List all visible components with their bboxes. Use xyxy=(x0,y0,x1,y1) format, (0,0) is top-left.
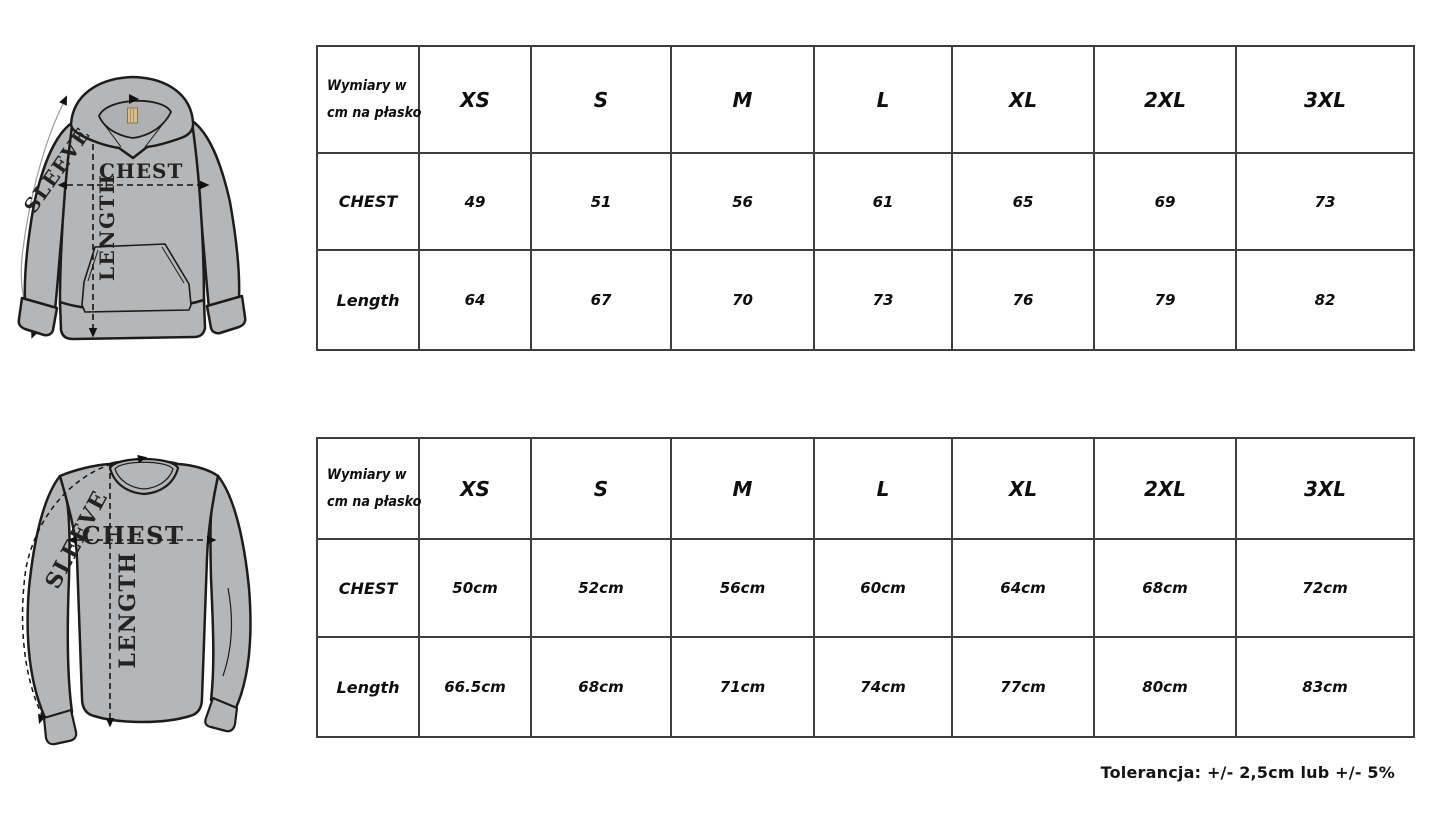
longsleeve-garment-icon xyxy=(21,454,252,746)
chest-row: CHEST 50cm 52cm 56cm 60cm 64cm 68cm 72cm xyxy=(316,538,1415,638)
length-row: Length 64 67 70 73 76 79 82 xyxy=(316,249,1415,351)
size-header-2xl: 2XL xyxy=(1093,437,1237,540)
length-value: 77cm xyxy=(951,636,1095,738)
hood-arrow-icon xyxy=(129,94,139,104)
size-header-m: M xyxy=(670,45,815,154)
chest-value: 52cm xyxy=(530,538,672,638)
hoodie-size-table: Wymiary w cm na płasko XS S M L XL 2XL 3… xyxy=(316,45,1415,351)
hoodie-figure: SLEEVE CHEST LENGTH xyxy=(5,52,265,352)
chest-value: 73 xyxy=(1235,152,1415,251)
length-value: 82 xyxy=(1235,249,1415,351)
longsleeve-chest-label: CHEST xyxy=(81,521,185,550)
size-header-3xl: 3XL xyxy=(1235,437,1415,540)
length-value: 70 xyxy=(670,249,815,351)
row-label-length: Length xyxy=(316,249,420,351)
size-header-l: L xyxy=(813,45,953,154)
size-header-xs: XS xyxy=(418,45,532,154)
tolerance-note: Tolerancja: +/- 2,5cm lub +/- 5% xyxy=(1100,763,1395,782)
length-value: 64 xyxy=(418,249,532,351)
hood-tag-icon xyxy=(127,107,138,124)
chest-value: 50cm xyxy=(418,538,532,638)
longsleeve-length-label: LENGTH xyxy=(115,551,141,669)
length-row: Length 66.5cm 68cm 71cm 74cm 77cm 80cm 8… xyxy=(316,636,1415,738)
chest-row: CHEST 49 51 56 61 65 69 73 xyxy=(316,152,1415,251)
size-header-3xl: 3XL xyxy=(1235,45,1415,154)
chest-value: 56cm xyxy=(670,538,815,638)
size-header-s: S xyxy=(530,437,672,540)
table-header-row: Wymiary w cm na płasko XS S M L XL 2XL 3… xyxy=(316,45,1415,154)
hoodie-length-label: LENGTH xyxy=(95,173,119,281)
length-value: 67 xyxy=(530,249,672,351)
chest-value: 51 xyxy=(530,152,672,251)
chest-value: 61 xyxy=(813,152,953,251)
size-header-2xl: 2XL xyxy=(1093,45,1237,154)
size-header-xl: XL xyxy=(951,437,1095,540)
length-value: 76 xyxy=(951,249,1095,351)
length-value: 73 xyxy=(813,249,953,351)
chest-value: 49 xyxy=(418,152,532,251)
length-value: 79 xyxy=(1093,249,1237,351)
chest-value: 69 xyxy=(1093,152,1237,251)
length-value: 68cm xyxy=(530,636,672,738)
corner-header-cell: Wymiary w cm na płasko xyxy=(316,45,421,154)
size-header-l: L xyxy=(813,437,953,540)
length-value: 74cm xyxy=(813,636,953,738)
size-header-xs: XS xyxy=(418,437,532,540)
row-label-chest: CHEST xyxy=(316,152,420,251)
size-header-xl: XL xyxy=(951,45,1095,154)
chest-value: 60cm xyxy=(813,538,953,638)
corner-header-cell: Wymiary w cm na płasko xyxy=(316,437,421,540)
longsleeve-size-table: Wymiary w cm na płasko XS S M L XL 2XL 3… xyxy=(316,437,1415,738)
hoodie-garment-icon xyxy=(17,75,247,341)
length-value: 83cm xyxy=(1235,636,1415,738)
chest-value: 72cm xyxy=(1235,538,1415,638)
row-label-length: Length xyxy=(316,636,420,738)
hoodie-chest-label: CHEST xyxy=(99,159,184,183)
longsleeve-figure: SLEEVE CHEST LENGTH xyxy=(14,438,274,768)
table-header-row: Wymiary w cm na płasko XS S M L XL 2XL 3… xyxy=(316,437,1415,540)
size-header-m: M xyxy=(670,437,815,540)
chest-value: 56 xyxy=(670,152,815,251)
chest-value: 64cm xyxy=(951,538,1095,638)
chest-value: 68cm xyxy=(1093,538,1237,638)
length-value: 66.5cm xyxy=(418,636,532,738)
chest-value: 65 xyxy=(951,152,1095,251)
length-value: 80cm xyxy=(1093,636,1237,738)
size-header-s: S xyxy=(530,45,672,154)
length-value: 71cm xyxy=(670,636,815,738)
row-label-chest: CHEST xyxy=(316,538,420,638)
